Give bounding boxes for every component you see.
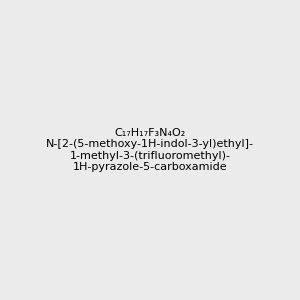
Text: C₁₇H₁₇F₃N₄O₂
N-[2-(5-methoxy-1H-indol-3-yl)ethyl]-
1-methyl-3-(trifluoromethyl)-: C₁₇H₁₇F₃N₄O₂ N-[2-(5-methoxy-1H-indol-3-… xyxy=(46,128,254,172)
